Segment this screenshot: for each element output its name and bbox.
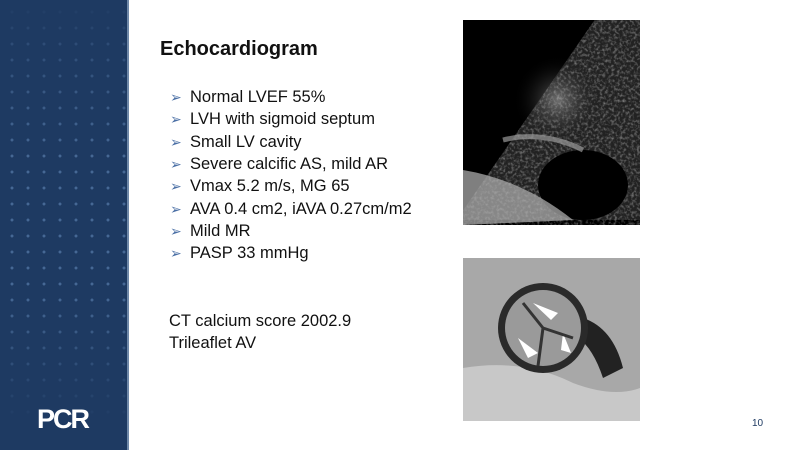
bullet-text: LVH with sigmoid septum [190,110,375,129]
list-item: ➢ Mild MR [170,220,412,242]
arrowhead-icon: ➢ [170,111,182,128]
ct-summary: CT calcium score 2002.9 Trileaflet AV [169,310,351,354]
ct-aortic-valve-image [463,258,640,421]
arrowhead-icon: ➢ [170,133,182,150]
sidebar-edge [127,0,129,450]
list-item: ➢ AVA 0.4 cm2, iAVA 0.27cm/m2 [170,197,412,219]
list-item: ➢ Severe calcific AS, mild AR [170,153,412,175]
bullet-text: PASP 33 mmHg [190,244,309,263]
bullet-text: AVA 0.4 cm2, iAVA 0.27cm/m2 [190,199,412,218]
sidebar-fade [0,0,127,450]
list-item: ➢ Vmax 5.2 m/s, MG 65 [170,175,412,197]
arrowhead-icon: ➢ [170,200,182,217]
list-item: ➢ Small LV cavity [170,131,412,153]
arrowhead-icon: ➢ [170,245,182,262]
arrowhead-icon: ➢ [170,89,182,106]
bullet-text: Small LV cavity [190,132,302,151]
echocardiogram-image [463,20,640,225]
pcr-logo: PCR [37,404,90,434]
bullet-list: ➢ Normal LVEF 55% ➢ LVH with sigmoid septu… [170,86,412,264]
page-number: 10 [752,418,764,429]
list-item: ➢ LVH with sigmoid septum [170,108,412,130]
bullet-text: Vmax 5.2 m/s, MG 65 [190,177,350,196]
arrowhead-icon: ➢ [170,178,182,195]
slide-title: Echocardiogram [160,38,318,60]
list-item: ➢ Normal LVEF 55% [170,86,412,108]
arrowhead-icon: ➢ [170,222,182,239]
arrowhead-icon: ➢ [170,156,182,173]
bullet-text: Normal LVEF 55% [190,88,326,107]
bullet-text: Severe calcific AS, mild AR [190,155,389,174]
list-item: ➢ PASP 33 mmHg [170,242,412,264]
bullet-text: Mild MR [190,221,251,240]
ct-valve-type: Trileaflet AV [169,334,257,352]
ct-calcium-score: CT calcium score 2002.9 [169,312,352,330]
